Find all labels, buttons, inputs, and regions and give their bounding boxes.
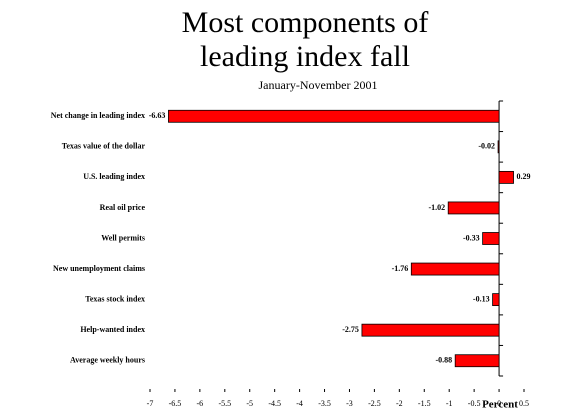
value-label: -0.33	[463, 233, 480, 242]
x-axis-label: Percent	[482, 399, 518, 411]
y-tick-label: Texas value of the dollar	[62, 142, 146, 151]
y-tick-label: New unemployment claims	[53, 264, 145, 273]
y-tick-label: Real oil price	[100, 203, 146, 212]
y-tick-label: Texas stock index	[85, 294, 145, 303]
x-tick-label: -4	[296, 399, 303, 408]
value-label: -6.63	[149, 111, 166, 120]
x-tick-label: -6	[197, 399, 204, 408]
bar	[492, 293, 500, 307]
value-label: -0.13	[473, 294, 490, 303]
chart-title: Most components of leading index fall	[181, 6, 429, 73]
bar	[482, 232, 500, 245]
x-tick-label: -6.5	[169, 399, 182, 408]
bar	[410, 262, 500, 276]
x-tick-label: -5.5	[218, 399, 231, 408]
bar	[454, 354, 500, 368]
x-tick-label: -7	[147, 399, 154, 408]
value-label: 0.29	[517, 172, 531, 181]
value-label: -0.88	[436, 356, 453, 365]
bar	[447, 201, 500, 215]
x-tick-label: -2	[396, 399, 403, 408]
x-tick-label: -3.5	[318, 399, 331, 408]
x-tick-label: -4.5	[268, 399, 281, 408]
y-tick-label: Well permits	[101, 233, 145, 242]
x-tick-label: -1	[446, 399, 453, 408]
x-tick-label: -1.5	[418, 399, 431, 408]
y-tick-label: Average weekly hours	[70, 356, 145, 365]
bar	[361, 323, 500, 337]
bar	[498, 170, 514, 184]
y-tick-label: U.S. leading index	[83, 172, 145, 181]
y-tick-label: Net change in leading index	[51, 111, 145, 120]
x-tick-label: 0	[497, 399, 501, 408]
value-label: -2.75	[342, 325, 359, 334]
x-tick-label: -2.5	[368, 399, 381, 408]
bar	[497, 140, 500, 154]
bar	[168, 109, 500, 123]
value-label: -0.02	[478, 142, 495, 151]
value-label: -1.76	[392, 264, 409, 273]
x-tick-label: 0.5	[519, 399, 529, 408]
x-tick-label: -0.5	[468, 399, 481, 408]
chart-subtitle: January-November 2001	[259, 78, 378, 92]
x-tick-label: -3	[346, 399, 353, 408]
value-label: -1.02	[429, 203, 446, 212]
x-tick-label: -5	[246, 399, 253, 408]
y-tick-label: Help-wanted index	[80, 325, 145, 334]
